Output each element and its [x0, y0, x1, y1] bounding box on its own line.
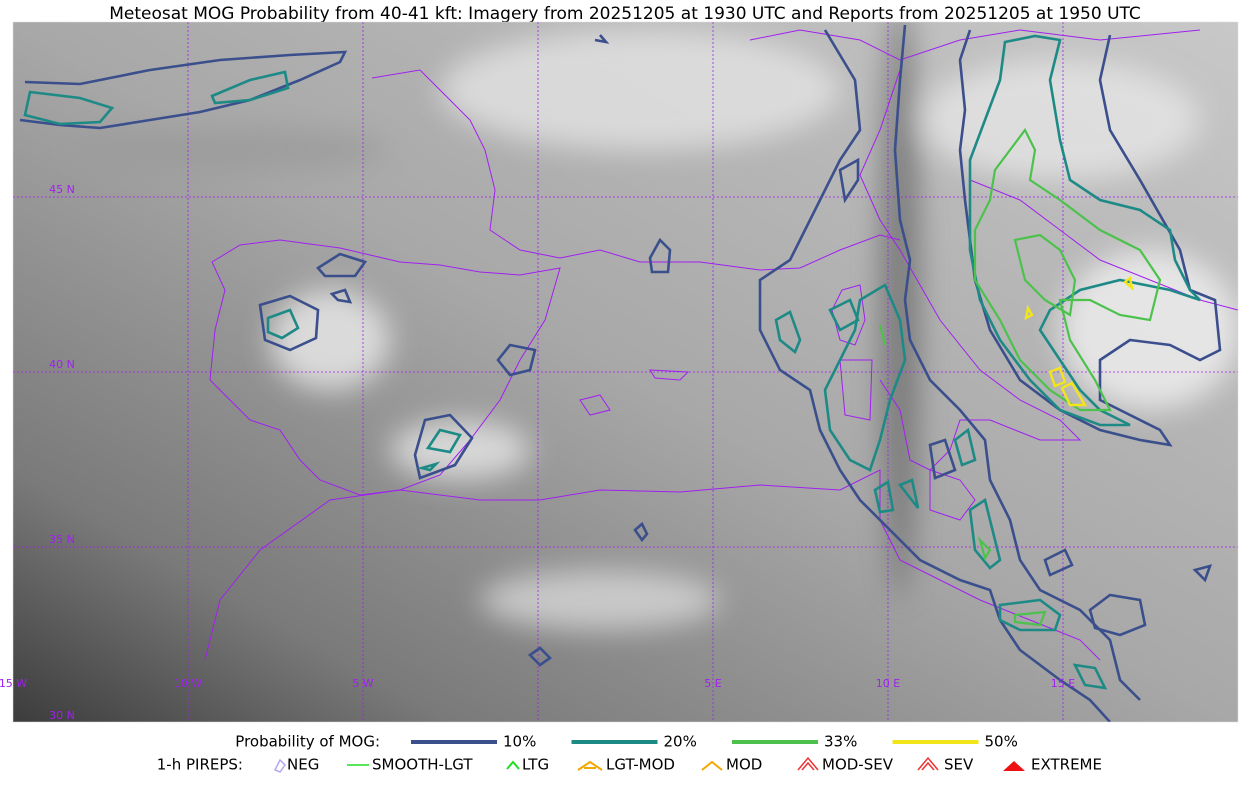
legend-label: 50% — [985, 733, 1018, 751]
legend-label: SMOOTH-LGT — [372, 756, 473, 774]
lat-label: 35 N — [49, 533, 75, 546]
title: Meteosat MOG Probability from 40-41 kft:… — [109, 4, 1141, 24]
lon-label: 10 W — [174, 677, 202, 690]
mog-contours — [19, 24, 1222, 722]
pirep-icon — [577, 760, 603, 771]
lat-label: 45 N — [49, 183, 75, 196]
legend: Probability of MOG: 10% 20% 33% 50% 1-h PIR… — [157, 733, 1102, 774]
legend-label: MOD — [726, 756, 762, 774]
graticule-labels: 45 N 40 N 35 N 30 N 15 W 10 W 5 W 5 E 10 E 15 E — [0, 183, 1075, 722]
lon-label: 15 W — [0, 677, 27, 690]
lon-label: 5 W — [352, 677, 373, 690]
lat-label: 40 N — [49, 358, 75, 371]
legend-label: MOD-SEV — [822, 756, 894, 774]
probability-items: 10% 20% 33% 50% — [411, 733, 1018, 751]
pirep-icon — [1003, 761, 1025, 771]
legend-label: LGT-MOD — [606, 756, 675, 774]
legend-label: NEG — [287, 756, 319, 774]
pirep-icons — [273, 756, 1025, 773]
legend-title: 1-h PIREPS: — [157, 756, 243, 774]
legend-label: 10% — [503, 733, 536, 751]
pirep-icon — [506, 760, 520, 770]
map — [13, 22, 1238, 722]
lon-label: 5 E — [704, 677, 721, 690]
pirep-icon — [701, 760, 723, 771]
legend-title: Probability of MOG: — [235, 733, 380, 751]
legend-label: EXTREME — [1031, 756, 1102, 774]
graticule — [13, 22, 1238, 722]
pirep-items: NEG SMOOTH-LGT LTG LGT-MOD MOD MOD-SEV SEV EXTR… — [287, 756, 1102, 774]
legend-label: SEV — [944, 756, 974, 774]
lat-label: 30 N — [49, 709, 75, 722]
map-frame — [12, 21, 1239, 723]
pirep-icon — [917, 756, 939, 771]
legend-label: LTG — [522, 756, 549, 774]
lon-label: 10 E — [876, 677, 900, 690]
legend-label: 33% — [824, 733, 857, 751]
pirep-icon — [797, 756, 819, 771]
pirep-icon — [273, 758, 286, 773]
cloud-features — [70, 22, 1238, 630]
lon-label: 15 E — [1051, 677, 1075, 690]
legend-label: 20% — [664, 733, 697, 751]
